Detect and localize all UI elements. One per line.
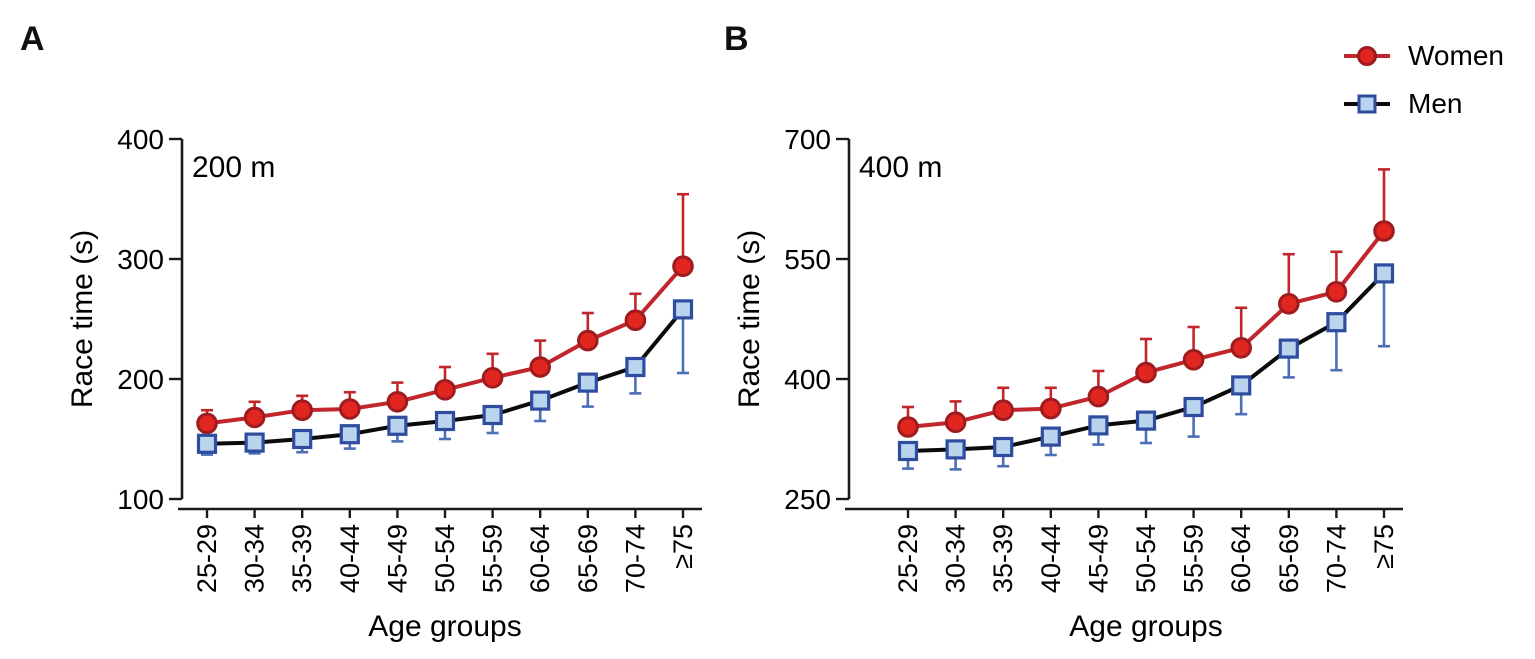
legend: Women Men bbox=[1343, 40, 1504, 136]
x-tick-label: ≥75 bbox=[1369, 524, 1399, 569]
x-axis-label: Age groups bbox=[368, 610, 521, 643]
women-data-point bbox=[243, 406, 266, 429]
women-data-point bbox=[386, 391, 409, 413]
women-data-point bbox=[1325, 281, 1348, 303]
men-data-point bbox=[945, 439, 966, 460]
x-tick-label: 35-39 bbox=[287, 524, 317, 593]
x-tick-label: 25-29 bbox=[192, 524, 222, 593]
men-data-point bbox=[1088, 415, 1109, 436]
panel-b-plot: 700 550 400 250 25-29 30-34 35-39 40-44 45-49 50-… bbox=[733, 124, 1403, 643]
x-tick-label: 40-44 bbox=[1036, 524, 1066, 593]
men-data-point bbox=[292, 428, 313, 450]
y-tick-label: 400 bbox=[117, 124, 164, 155]
x-tick-label: 55-59 bbox=[1179, 524, 1209, 593]
women-data-point bbox=[1040, 397, 1062, 420]
women-data-point bbox=[897, 416, 919, 438]
men-data-point bbox=[577, 372, 598, 393]
panel-title: 400 m bbox=[859, 151, 942, 184]
women-data-point bbox=[196, 412, 218, 435]
x-tick-label: 45-49 bbox=[1083, 524, 1113, 593]
x-tick-label: ≥75 bbox=[668, 524, 698, 569]
legend-item-men: Men bbox=[1343, 88, 1504, 119]
men-data-point bbox=[482, 404, 503, 426]
x-tick-label: 30-34 bbox=[240, 524, 270, 593]
women-data-point bbox=[339, 398, 361, 420]
women-data-point bbox=[672, 255, 694, 278]
x-tick-label: 55-59 bbox=[478, 524, 508, 593]
y-axis-label: Race time (s) bbox=[66, 230, 99, 408]
x-tick-label: 70-74 bbox=[620, 524, 650, 593]
y-tick-label: 250 bbox=[784, 484, 831, 515]
x-tick-label: 65-69 bbox=[573, 524, 603, 593]
men-data-point bbox=[625, 356, 646, 378]
y-tick-label: 400 bbox=[784, 364, 831, 395]
x-tick-label: 50-54 bbox=[430, 524, 460, 593]
women-data-point bbox=[481, 367, 504, 389]
men-data-point bbox=[196, 433, 218, 454]
x-tick-label: 65-69 bbox=[1274, 524, 1304, 593]
women-data-point bbox=[1230, 337, 1252, 359]
men-data-point bbox=[1135, 410, 1157, 431]
x-tick-label: 45-49 bbox=[382, 524, 412, 593]
women-data-point bbox=[577, 329, 599, 352]
x-tick-label: 60-64 bbox=[1226, 524, 1256, 593]
x-tick-label: 70-74 bbox=[1321, 524, 1351, 593]
men-data-point bbox=[897, 440, 919, 462]
panel-title: 200 m bbox=[192, 151, 275, 184]
men-data-point bbox=[1326, 312, 1347, 333]
y-tick-label: 200 bbox=[117, 364, 164, 395]
x-axis-label: Age groups bbox=[1069, 610, 1222, 643]
men-data-point bbox=[530, 390, 551, 411]
legend-item-women: Women bbox=[1343, 40, 1504, 71]
women-data-point bbox=[992, 399, 1015, 422]
x-tick-label: 30-34 bbox=[941, 524, 971, 593]
men-data-point bbox=[672, 299, 694, 320]
women-data-point bbox=[944, 411, 967, 434]
women-data-point bbox=[624, 309, 647, 332]
legend-label-men: Men bbox=[1408, 88, 1463, 119]
women-line bbox=[906, 229, 1386, 429]
x-tick-label: 50-54 bbox=[1131, 524, 1161, 593]
x-tick-label: 25-29 bbox=[893, 524, 923, 593]
y-tick-label: 100 bbox=[117, 484, 164, 515]
men-data-point bbox=[434, 410, 456, 432]
y-tick-label: 300 bbox=[117, 244, 164, 275]
men-data-point bbox=[1278, 338, 1299, 359]
x-tick-label: 60-64 bbox=[525, 524, 555, 593]
x-tick-label: 35-39 bbox=[988, 524, 1018, 593]
y-tick-label: 550 bbox=[784, 244, 831, 275]
x-tick-label: 40-44 bbox=[335, 524, 365, 593]
panel-a-letter: A bbox=[20, 20, 45, 58]
panel-a-plot: 400 300 200 100 25-29 30-34 35-39 40-44 45-49 50-… bbox=[66, 124, 702, 643]
men-data-point bbox=[1373, 263, 1395, 284]
legend-label-women: Women bbox=[1408, 40, 1504, 71]
men-data-point bbox=[244, 432, 265, 453]
y-axis-label: Race time (s) bbox=[733, 230, 766, 408]
men-data-point bbox=[1231, 375, 1252, 396]
women-data-point bbox=[1373, 220, 1395, 242]
women-data-point bbox=[1087, 385, 1110, 408]
y-tick-label: 700 bbox=[784, 124, 831, 155]
women-series-icon bbox=[1344, 45, 1390, 66]
women-data-point bbox=[1278, 293, 1300, 315]
women-data-point bbox=[434, 379, 456, 401]
men-data-point bbox=[1183, 396, 1204, 418]
women-data-point bbox=[529, 356, 552, 378]
men-data-point bbox=[1040, 426, 1061, 447]
men-series-icon bbox=[1344, 94, 1390, 113]
women-data-point bbox=[1182, 349, 1205, 371]
panel-b-letter: B bbox=[724, 20, 749, 58]
women-data-point bbox=[1135, 361, 1157, 384]
men-data-point bbox=[387, 415, 408, 436]
women-data-point bbox=[291, 399, 314, 422]
men-data-point bbox=[339, 424, 360, 445]
men-data-point bbox=[993, 436, 1014, 458]
